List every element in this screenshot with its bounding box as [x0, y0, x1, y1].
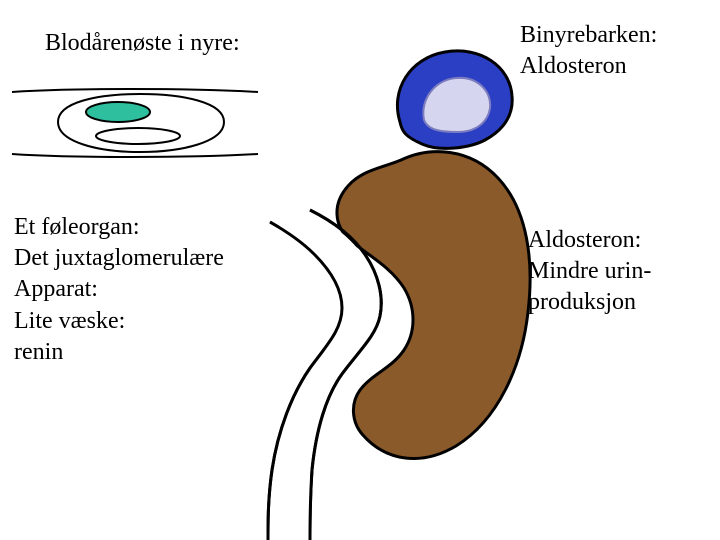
vessel-bottom-line — [12, 154, 258, 157]
vessel-top-line — [12, 89, 258, 92]
vessel-highlight — [86, 102, 150, 122]
label-mid-right: Aldosteron: Mindre urin- produksjon — [528, 225, 651, 319]
vessel-inner-lower — [96, 128, 180, 144]
label-top-left: Blodårenøste i nyre: — [45, 28, 240, 59]
ureter-fill — [272, 212, 377, 540]
label-top-right: Binyrebarken: Aldosteron — [520, 20, 657, 82]
label-mid-left: Et føleorgan: Det juxtaglomerulære Appar… — [14, 212, 224, 368]
diagram-stage: Blodårenøste i nyre: Binyrebarken: Aldos… — [0, 0, 720, 540]
